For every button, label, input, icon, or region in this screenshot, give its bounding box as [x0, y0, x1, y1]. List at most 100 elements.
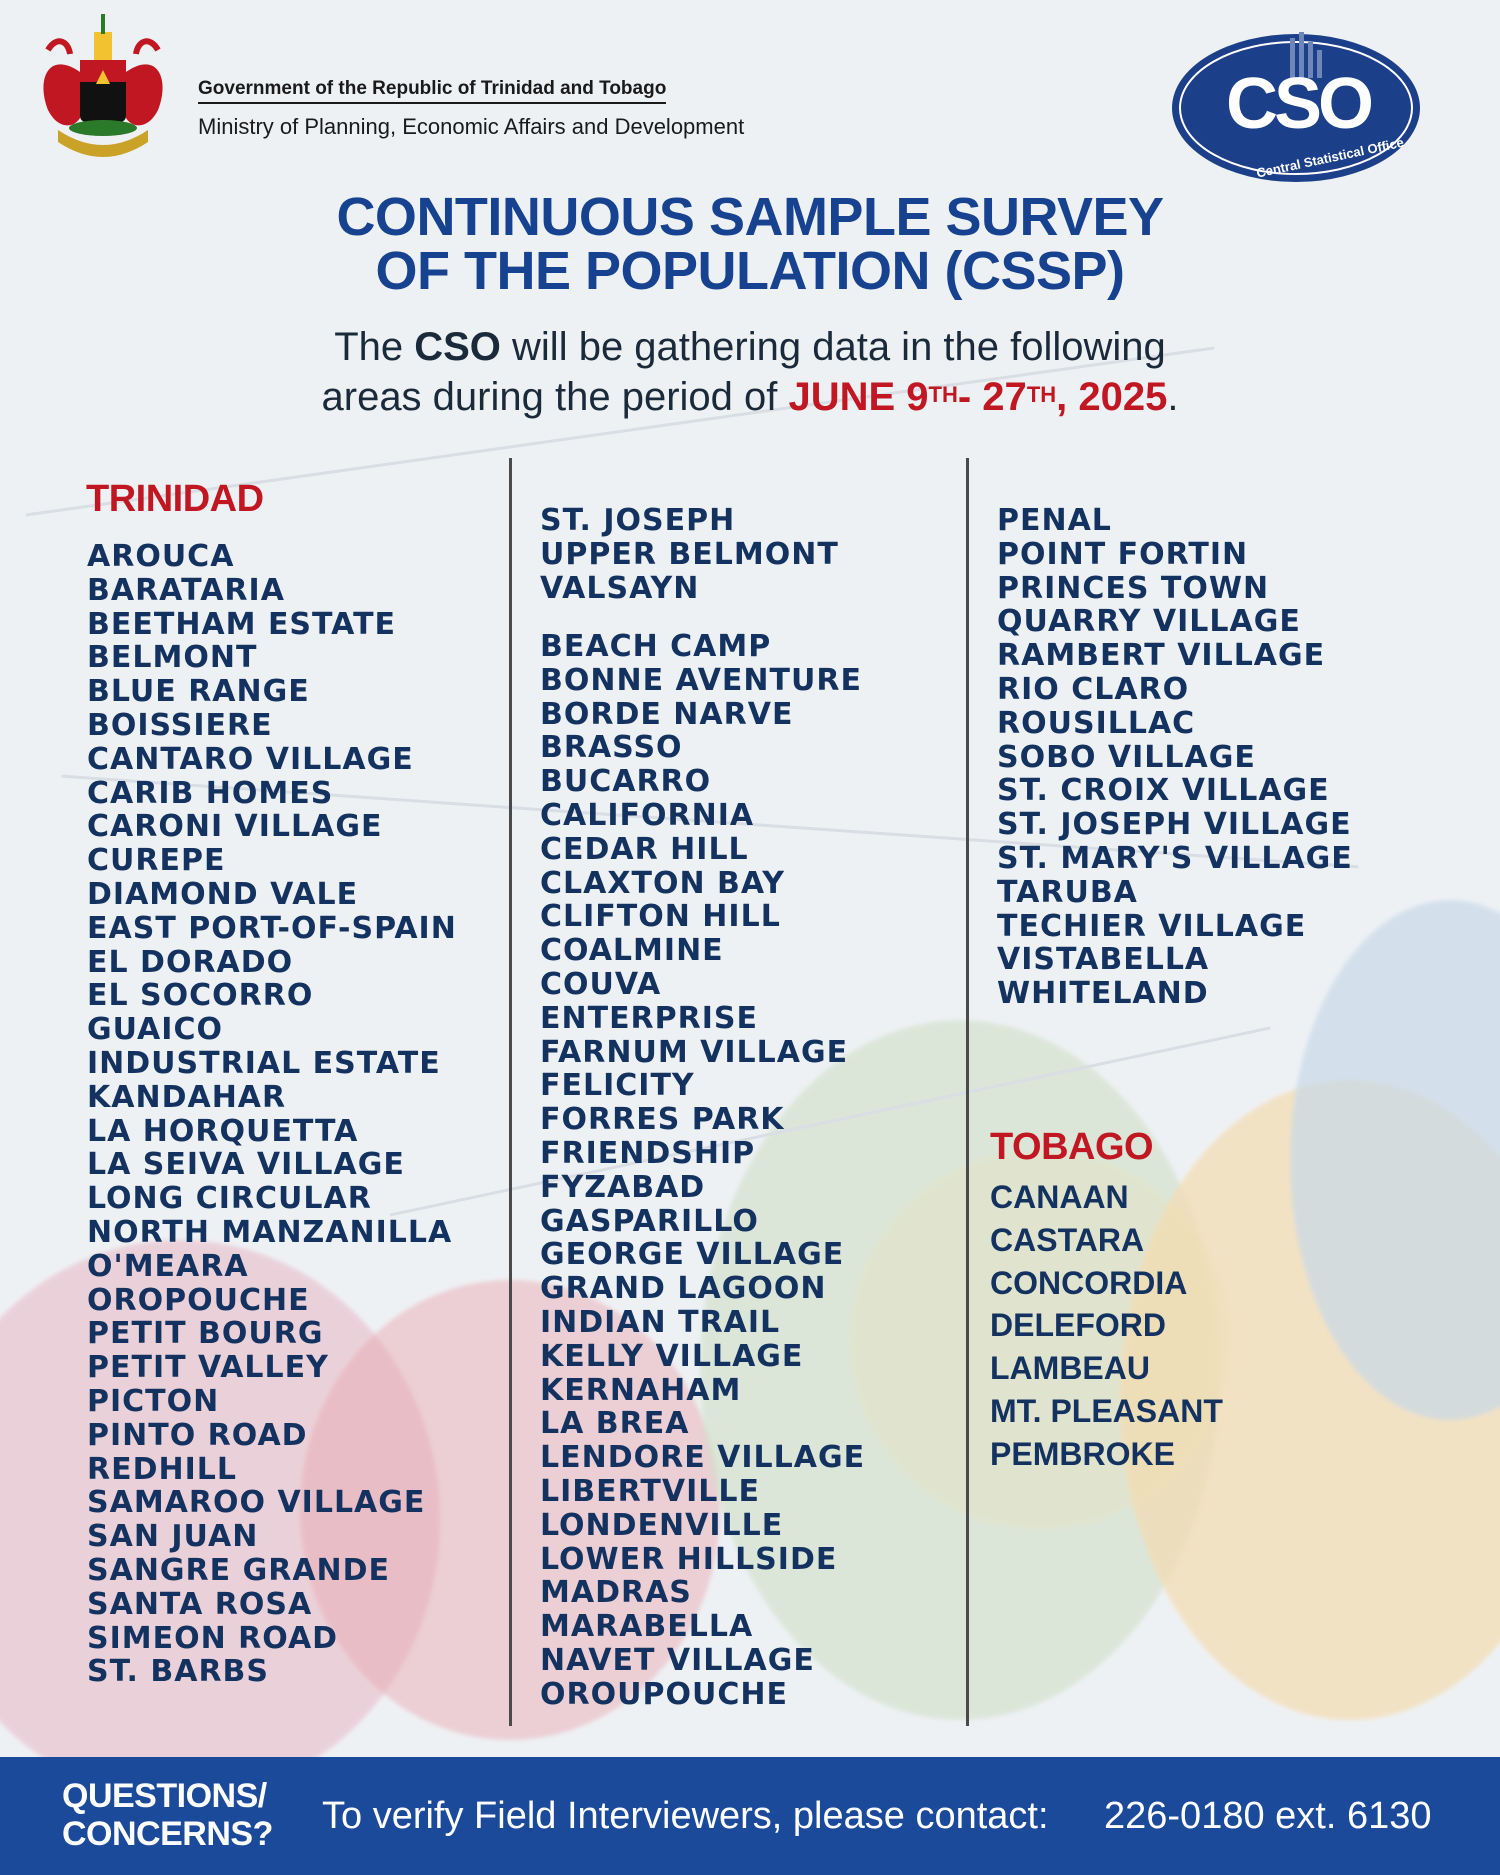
area-name: BEACH CAMP	[540, 629, 772, 664]
area-name: GRAND LAGOON	[540, 1271, 827, 1307]
area-name: KERNAHAM	[540, 1372, 742, 1408]
area-name: KELLY VILLAGE	[540, 1338, 804, 1374]
tobago-list: CANAAN CASTARA CONCORDIA DELEFORD LAMBEAU MT.…	[990, 1176, 1223, 1476]
area-name: RIO CLARO	[997, 671, 1190, 707]
area-name: BARATARIA	[87, 572, 285, 608]
area-name: LENDORE VILLAGE	[540, 1440, 866, 1476]
trinidad-heading: TRINIDAD	[86, 478, 264, 520]
area-name: NAVET VILLAGE	[540, 1642, 815, 1678]
area-name: KANDAHAR	[87, 1079, 287, 1115]
area-name: FELICITY	[540, 1068, 695, 1104]
area-name: ST. CROIX VILLAGE	[997, 773, 1330, 809]
questions-line-1: QUESTIONS/	[62, 1777, 267, 1815]
footer-banner: QUESTIONS/ CONCERNS? To verify Field Int…	[0, 1757, 1500, 1875]
area-name: BORDE NARVE	[540, 696, 794, 732]
date-end-suffix: TH	[1026, 382, 1057, 407]
area-name: UPPER BELMONT	[540, 536, 839, 572]
area-name: COUVA	[540, 966, 662, 1002]
area-name: RAMBERT VILLAGE	[997, 638, 1326, 674]
intro-text: The CSO will be gathering data in the fo…	[0, 322, 1500, 422]
area-name: CANTARO VILLAGE	[87, 741, 414, 777]
date-start: JUNE 9	[788, 375, 929, 419]
questions-label: QUESTIONS/ CONCERNS?	[62, 1777, 273, 1853]
date-year: , 2025	[1056, 375, 1168, 419]
intro-line1-pre: The	[334, 325, 415, 369]
area-name: GASPARILLO	[540, 1203, 759, 1239]
area-name: AROUCA	[87, 539, 235, 574]
area-name: FYZABAD	[540, 1169, 706, 1205]
title-line-2: OF THE POPULATION (CSSP)	[375, 241, 1125, 301]
column-divider	[509, 458, 512, 1726]
area-name: TECHIER VILLAGE	[997, 908, 1307, 944]
area-name: CLAXTON BAY	[540, 865, 785, 901]
area-name: NORTH MANZANILLA	[87, 1214, 453, 1250]
intro-period: .	[1167, 375, 1179, 419]
area-name: SOBO VILLAGE	[997, 739, 1256, 775]
area-name: O'MEARA	[87, 1248, 249, 1284]
area-name: LA HORQUETTA	[87, 1113, 359, 1149]
area-name: PINTO ROAD	[87, 1417, 308, 1453]
area-name: SANGRE GRANDE	[87, 1552, 391, 1588]
area-name: SAN JUAN	[87, 1519, 259, 1555]
page-title: CONTINUOUS SAMPLE SURVEY OF THE POPULATI…	[0, 190, 1500, 298]
contact-phone[interactable]: 226-0180 ext. 6130	[1104, 1795, 1432, 1837]
verify-text: To verify Field Interviewers, please con…	[322, 1795, 1049, 1837]
area-name: VISTABELLA	[997, 942, 1210, 978]
area-name: BEETHAM ESTATE	[87, 606, 397, 642]
area-name: PETIT BOURG	[87, 1316, 324, 1352]
area-name: SAMAROO VILLAGE	[87, 1485, 426, 1521]
area-name: CARONI VILLAGE	[87, 809, 383, 845]
area-name: LOWER HILLSIDE	[540, 1541, 838, 1577]
area-name: EAST PORT-OF-SPAIN	[87, 910, 457, 946]
area-name: LONG CIRCULAR	[87, 1181, 372, 1217]
area-name: EL SOCORRO	[87, 978, 314, 1014]
area-name: OROUPOUCHE	[540, 1676, 788, 1712]
ministry-name: Ministry of Planning, Economic Affairs a…	[198, 114, 745, 139]
tobago-heading: TOBAGO	[990, 1126, 1154, 1168]
area-name: MT. PLEASANT	[990, 1392, 1223, 1429]
map-region-pink	[0, 1240, 440, 1800]
intro-line1-post: will be gathering data in the following	[500, 325, 1166, 369]
area-name: WHITELAND	[997, 976, 1209, 1012]
area-name: CANAAN	[990, 1179, 1129, 1215]
area-name: BOISSIERE	[87, 707, 273, 743]
area-name: CALIFORNIA	[540, 797, 755, 833]
area-name: LAMBEAU	[990, 1350, 1150, 1387]
area-name: ST. JOSEPH	[540, 503, 736, 538]
area-name: MADRAS	[540, 1575, 692, 1611]
survey-dates: JUNE 9TH- 27TH, 2025	[788, 375, 1167, 419]
area-name: BUCARRO	[540, 764, 712, 800]
area-name: ST. JOSEPH VILLAGE	[997, 807, 1352, 843]
intro-cso: CSO	[414, 325, 501, 369]
area-name: SANTA ROSA	[87, 1586, 313, 1622]
trinidad-list-col2a: ST. JOSEPH UPPER BELMONT VALSAYN	[540, 504, 839, 605]
area-name: DIAMOND VALE	[87, 876, 359, 912]
area-name: MARABELLA	[540, 1609, 754, 1645]
area-name: QUARRY VILLAGE	[997, 604, 1301, 640]
area-name: OROPOUCHE	[87, 1282, 310, 1318]
area-name: CEDAR HILL	[540, 831, 749, 867]
area-name: LA SEIVA VILLAGE	[87, 1147, 405, 1183]
cso-logo-text: CSO	[1226, 64, 1371, 144]
area-name: BONNE AVENTURE	[540, 662, 862, 698]
area-name: GUAICO	[87, 1012, 223, 1048]
questions-line-2: CONCERNS?	[62, 1815, 273, 1853]
area-name: REDHILL	[87, 1451, 237, 1487]
area-name: BLUE RANGE	[87, 674, 310, 710]
area-name: VALSAYN	[540, 570, 700, 606]
area-name: PETIT VALLEY	[87, 1350, 329, 1386]
area-name: COALMINE	[540, 933, 724, 969]
area-name: FORRES PARK	[540, 1102, 785, 1138]
title-line-1: CONTINUOUS SAMPLE SURVEY	[336, 187, 1164, 247]
trinidad-list-col1: AROUCA BARATARIA BEETHAM ESTATE BELMONT BLUE…	[87, 540, 457, 1689]
area-name: LIBERTVILLE	[540, 1473, 760, 1509]
intro-line2-pre: areas during the period of	[321, 375, 789, 419]
cso-logo: CSO Central Statistical Office	[1172, 32, 1420, 182]
area-name: LA BREA	[540, 1406, 690, 1442]
area-name: CLIFTON HILL	[540, 899, 781, 935]
area-name: ROUSILLAC	[997, 705, 1196, 741]
area-name: BRASSO	[540, 730, 683, 766]
government-name: Government of the Republic of Trinidad a…	[198, 78, 667, 104]
area-name: CONCORDIA	[990, 1264, 1188, 1301]
column-divider	[966, 458, 969, 1726]
